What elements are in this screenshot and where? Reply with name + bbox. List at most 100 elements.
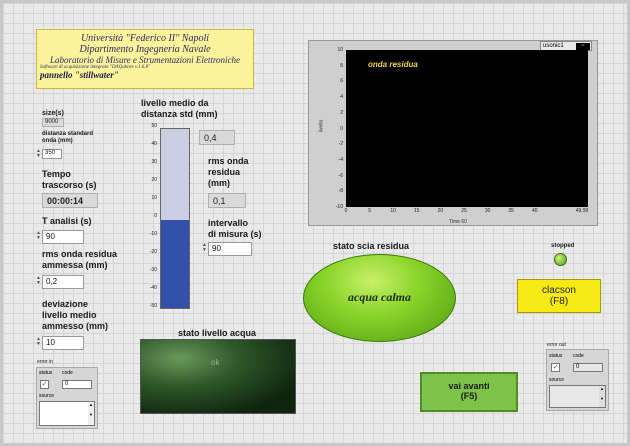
graph-y-tick-label: 2 — [340, 109, 343, 116]
level-tick-label: 0 — [154, 213, 157, 219]
error-in-status-label: status — [39, 370, 53, 376]
dev-level-input[interactable]: 10 — [42, 336, 84, 350]
header-line2: Dipartimento Ingegneria Navale — [79, 44, 211, 55]
rms-value: 0,1 — [208, 193, 246, 208]
vai-label: vai avanti — [448, 381, 490, 391]
graph-x-tick-label: 25 — [461, 208, 467, 214]
interval-label: intervallo di misura (s) — [208, 218, 262, 239]
stato-scia-label: stato scia residua — [333, 241, 410, 251]
graph-y-tick-label: -10 — [335, 204, 343, 210]
graph-y-tick-label: -2 — [338, 141, 343, 148]
graph-y-tick-label: -6 — [338, 172, 343, 179]
error-in-code-input[interactable]: 0 — [62, 380, 92, 389]
graph-x-tick-label: 35 — [508, 208, 514, 214]
header-line5: pannello "stillwater" — [40, 70, 119, 80]
header-line1: Università "Federico II" Napoli — [80, 33, 210, 44]
graph-x-tick-label: 15 — [414, 208, 420, 214]
level-tick-label: -10 — [149, 231, 157, 237]
graph-plot-area: onda residua — [346, 50, 588, 207]
rms-label: rms onda residua (mm) — [208, 156, 249, 188]
level-title: livello medio da distanza std (mm) — [141, 98, 218, 119]
error-out-source-value: ▲ ▼ — [549, 385, 606, 408]
clacson-label: clacson — [542, 285, 576, 296]
error-out-code-value: 0 — [573, 363, 603, 372]
dev-level-spinner-icon[interactable]: ▲ ▼ — [36, 336, 41, 347]
error-in-code-label: code — [62, 370, 73, 376]
vai-avanti-button[interactable]: vai avanti (F5) — [420, 372, 518, 412]
error-out-source-label: source — [549, 377, 565, 383]
error-out-title: error out — [547, 342, 566, 348]
water-value: ok — [211, 358, 220, 367]
graph-y-tick-label: 4 — [340, 94, 343, 101]
interval-input[interactable]: 90 — [208, 242, 252, 256]
t-analisi-label: T analisi (s) — [42, 216, 92, 226]
error-in-scrollbar[interactable]: ▲ ▼ — [88, 402, 94, 425]
stopped-led-icon — [554, 253, 567, 266]
header-line3: Laboratorio di Misure e Strumentazioni E… — [49, 55, 241, 65]
error-out-scrollbar[interactable]: ▲ ▼ — [599, 386, 605, 407]
graph-y-tick-label: -8 — [338, 188, 343, 195]
rms-allowed-input[interactable]: 0,2 — [42, 275, 84, 289]
graph-y-tick-label: 6 — [340, 78, 343, 85]
t-analisi-spinner-icon[interactable]: ▲ ▼ — [36, 230, 41, 241]
elapsed-label: Tempo trascorso (s) — [42, 169, 97, 190]
elapsed-value: 00:00:14 — [42, 193, 98, 208]
error-out-status-check-icon: ✓ — [551, 363, 560, 372]
level-value: 0,4 — [199, 130, 235, 145]
header-banner: Università "Federico II" Napoli Dipartim… — [36, 29, 254, 89]
size-value: 9000 — [42, 118, 64, 127]
error-in-title: error in — [37, 359, 53, 365]
dev-level-label: deviazione livello medio ammesso (mm) — [42, 299, 109, 331]
clacson-key: (F8) — [549, 296, 569, 307]
dev-std-spinner-icon[interactable]: ▲ ▼ — [36, 148, 41, 159]
graph-x-tick-label: 40 — [532, 208, 538, 214]
graph-x-label: Time 60 — [449, 219, 467, 225]
graph-y-tick-label: 10 — [337, 47, 343, 53]
graph-x-tick-label: 10 — [390, 208, 396, 214]
clacson-button[interactable]: clacson (F8) — [517, 279, 601, 313]
level-tick-label: 20 — [151, 177, 157, 183]
graph-x-axis: 0 5 10 15 20 25 30 35 40 49,99 — [344, 208, 589, 217]
level-scale: 50 40 30 20 10 0 -10 -20 -30 -40 -50 — [143, 123, 157, 309]
stato-scia-value: acqua calma — [348, 290, 411, 304]
level-tank — [160, 128, 190, 309]
graph-x-tick-label: 5 — [368, 208, 371, 214]
graph-y-label: livello — [318, 119, 325, 133]
graph-y-tick-label: -4 — [338, 156, 343, 163]
graph-title: onda residua — [368, 60, 418, 69]
size-label: size(s) — [42, 110, 64, 117]
error-in-source-label: source — [39, 393, 55, 399]
level-tick-label: -50 — [149, 303, 157, 309]
stato-scia-indicator — [303, 254, 456, 342]
rms-allowed-spinner-icon[interactable]: ▲ ▼ — [36, 275, 41, 286]
graph-y-tick-label: 0 — [340, 125, 343, 132]
error-in-status-check-icon[interactable]: ✓ — [40, 380, 49, 389]
vai-key: (F5) — [460, 391, 478, 401]
error-in-source-input[interactable]: ▲ ▼ — [39, 401, 95, 426]
level-tick-label: -30 — [149, 267, 157, 273]
graph-x-tick-label: 0 — [344, 208, 348, 214]
header-line4: Software di acquisizione integrato "DAQa… — [40, 65, 151, 70]
error-out-status-label: status — [549, 353, 563, 359]
level-tick-label: 10 — [151, 195, 157, 201]
water-label: stato livello acqua — [178, 328, 257, 338]
t-analisi-input[interactable]: 90 — [42, 230, 84, 244]
error-out-code-label: code — [573, 353, 584, 359]
error-out-cluster: status code ✓ 0 source ▲ ▼ — [546, 349, 609, 411]
level-tick-label: 50 — [151, 123, 157, 129]
graph-x-tick-label: 49,99 — [575, 208, 589, 214]
level-tank-fill — [161, 220, 189, 308]
graph-y-tick-label: 8 — [340, 62, 343, 69]
rms-allowed-label: rms onda residua ammessa (mm) — [42, 249, 118, 270]
level-tick-label: 40 — [151, 141, 157, 147]
graph-x-tick-label: 20 — [437, 208, 444, 214]
dev-std-input[interactable]: 350 — [42, 149, 62, 159]
water-indicator: ok — [140, 339, 296, 414]
level-tick-label: -20 — [149, 249, 157, 255]
graph-x-tick-label: 30 — [484, 208, 491, 214]
level-tick-label: 30 — [151, 159, 157, 165]
dev-std-label: distanza standard onda (mm) — [42, 131, 94, 144]
level-tick-label: -40 — [149, 285, 157, 291]
interval-spinner-icon[interactable]: ▲ ▼ — [202, 242, 207, 253]
